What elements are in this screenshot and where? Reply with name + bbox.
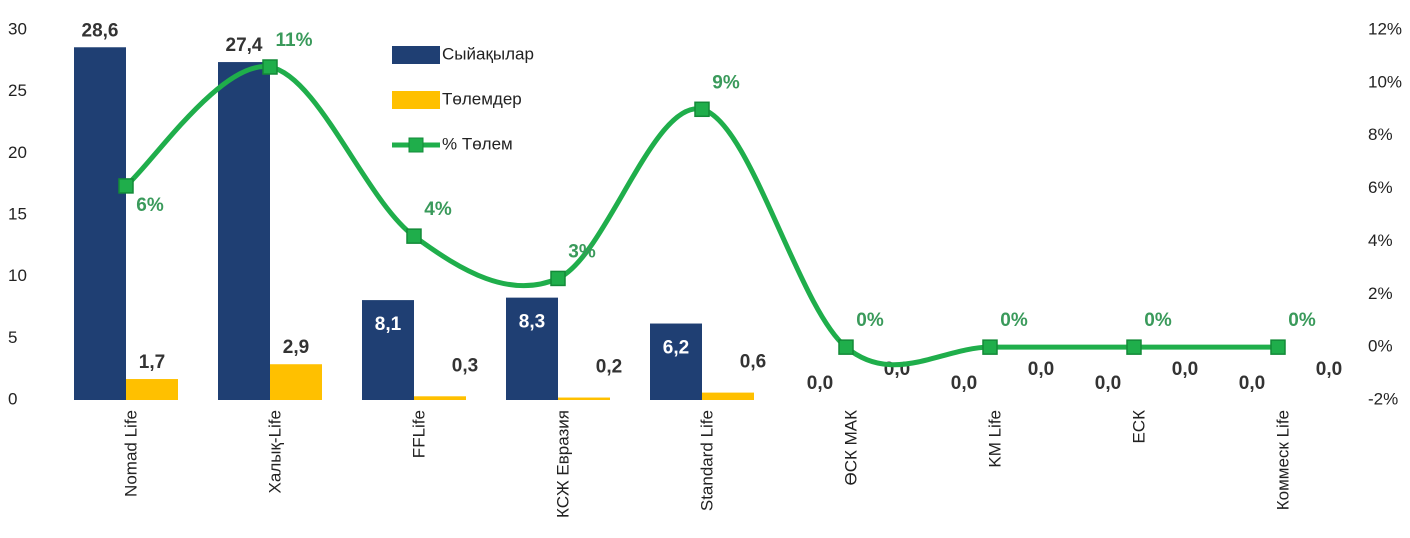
- x-tick-label: Халық-Life: [265, 410, 284, 493]
- marker: [118, 178, 134, 194]
- y2-tick-label: -2%: [1368, 389, 1398, 408]
- y2-tick-label: 12%: [1368, 19, 1402, 38]
- data-label: 0,0: [1095, 373, 1121, 394]
- y-tick-label: 25: [8, 81, 27, 100]
- legend-label: Төлемдер: [442, 89, 522, 108]
- y2-tick-label: 2%: [1368, 284, 1393, 303]
- x-tick-label: ӨСК МАК: [841, 410, 860, 486]
- marker: [550, 270, 566, 287]
- data-label: 9%: [712, 72, 740, 93]
- data-label: 6%: [136, 195, 164, 216]
- data-label: 0,0: [1239, 373, 1265, 394]
- data-label: 0,0: [1172, 359, 1198, 380]
- bar: [126, 379, 178, 400]
- y2-tick-label: 4%: [1368, 231, 1393, 250]
- data-label: 28,6: [82, 20, 119, 41]
- bar: [702, 392, 754, 400]
- y2-tick-label: 0%: [1368, 337, 1393, 356]
- data-label: 0,2: [596, 357, 622, 378]
- x-tick-label: FFLife: [409, 410, 428, 458]
- data-label: 2,9: [283, 337, 309, 358]
- data-label: 0,3: [452, 355, 478, 376]
- marker: [262, 59, 278, 75]
- data-label: 4%: [424, 199, 452, 220]
- marker: [838, 339, 854, 355]
- marker: [1270, 339, 1286, 355]
- y-tick-label: 0: [8, 389, 17, 408]
- legend-swatch: [392, 46, 440, 64]
- data-label: 6,2: [663, 338, 689, 359]
- x-tick-label: КСЖ Евразия: [553, 410, 572, 518]
- x-tick-label: Standard Life: [697, 410, 716, 511]
- y-tick-label: 30: [8, 19, 27, 38]
- data-label: 1,7: [139, 352, 165, 373]
- legend-label: Сыйақылар: [442, 44, 534, 63]
- bar: [74, 47, 126, 401]
- data-label: 0%: [1144, 310, 1172, 331]
- data-label: 0,6: [740, 352, 766, 373]
- legend-swatch: [392, 91, 440, 109]
- data-label: 3%: [568, 241, 596, 262]
- bar: [506, 297, 558, 400]
- data-label: 0%: [1288, 310, 1316, 331]
- x-tick-label: Коммеск Life: [1273, 410, 1292, 510]
- x-tick-label: Nomad Life: [121, 410, 140, 497]
- data-label: 0,0: [807, 373, 833, 394]
- bar: [650, 323, 702, 400]
- line: [124, 64, 1278, 368]
- y2-tick-label: 6%: [1368, 178, 1393, 197]
- y-tick-label: 15: [8, 204, 27, 223]
- x-tick-label: KM Life: [985, 410, 1004, 468]
- marker: [406, 228, 422, 244]
- bar: [558, 397, 610, 400]
- data-label: 8,3: [519, 312, 545, 333]
- y2-tick-label: 10%: [1368, 72, 1402, 91]
- marker: [1126, 339, 1142, 355]
- legend-swatch: [408, 137, 424, 153]
- data-label: 0%: [1000, 310, 1028, 331]
- bar: [270, 364, 322, 400]
- y-tick-label: 10: [8, 266, 27, 285]
- data-label: 0,0: [951, 373, 977, 394]
- bar: [414, 396, 466, 400]
- data-label: 27,4: [226, 35, 263, 56]
- y2-tick-label: 8%: [1368, 125, 1393, 144]
- legend-label: % Төлем: [442, 134, 513, 153]
- marker: [694, 101, 710, 118]
- data-label: 0%: [856, 310, 884, 331]
- x-tick-label: ЕСК: [1129, 410, 1148, 444]
- bar: [362, 300, 414, 400]
- y-tick-label: 5: [8, 328, 17, 347]
- marker: [982, 339, 998, 355]
- data-label: 11%: [276, 30, 313, 51]
- data-label: 8,1: [375, 314, 402, 335]
- data-label: 0,0: [1028, 359, 1054, 380]
- bar: [218, 62, 270, 401]
- data-label: 0,0: [1316, 359, 1342, 380]
- y-tick-label: 20: [8, 143, 27, 162]
